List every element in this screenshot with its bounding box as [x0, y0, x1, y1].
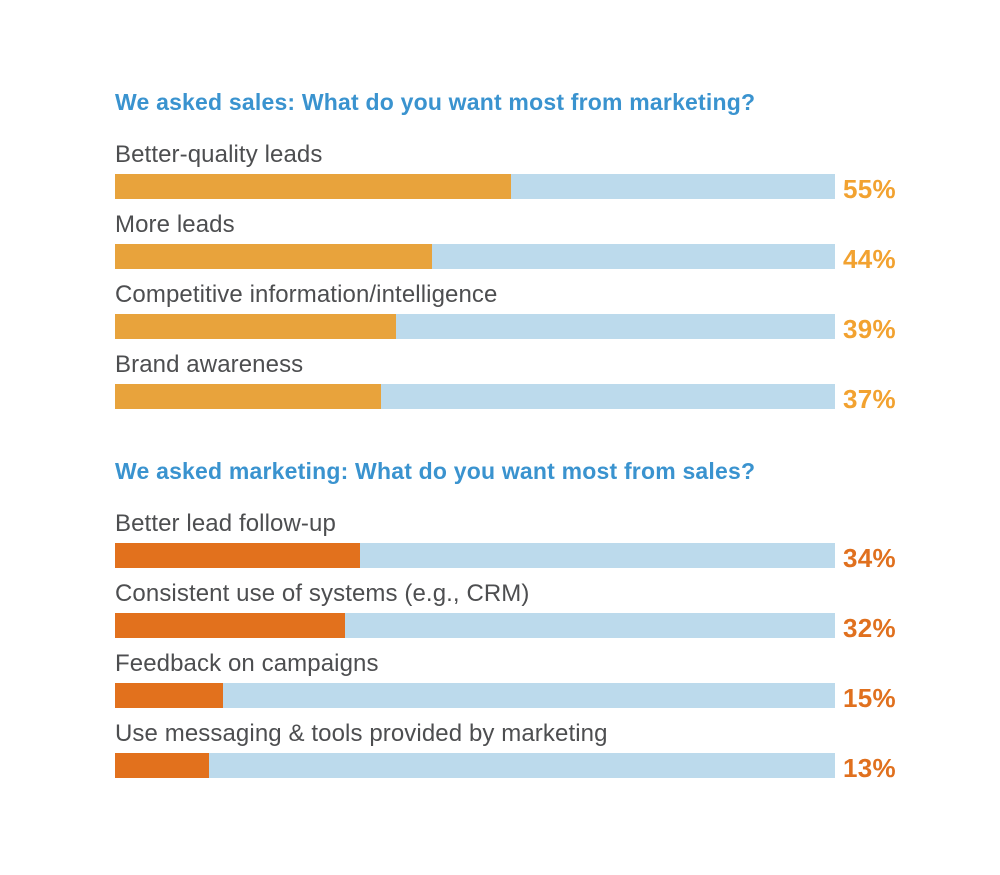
bar-label: Consistent use of systems (e.g., CRM)	[115, 580, 530, 607]
bar-row: Consistent use of systems (e.g., CRM) 32%	[115, 580, 896, 643]
bar-row: Brand awareness 37%	[115, 351, 896, 414]
bar-line: 44%	[115, 244, 896, 274]
bar-fill	[115, 174, 511, 199]
bar-label: Brand awareness	[115, 351, 304, 378]
bar-value-label: 32%	[843, 613, 896, 643]
bar-track	[115, 683, 835, 708]
bar-fill	[115, 384, 382, 409]
bar-track	[115, 244, 835, 269]
bar-fill	[115, 244, 432, 269]
bar-value-label: 37%	[843, 384, 896, 414]
bar-label: Use messaging & tools provided by market…	[115, 720, 608, 747]
bar-row: Feedback on campaigns 15%	[115, 650, 896, 713]
bar-label: Better lead follow-up	[115, 510, 336, 537]
bar-value-label: 44%	[843, 244, 896, 274]
bar-fill	[115, 543, 360, 568]
bar-fill	[115, 314, 396, 339]
marketing-wants-chart: We asked marketing: What do you want mos…	[115, 457, 896, 783]
bar-label: More leads	[115, 211, 235, 238]
bar-row: Competitive information/intelligence 39%	[115, 281, 896, 344]
bar-line: 34%	[115, 543, 896, 573]
marketing-chart-title: We asked marketing: What do you want mos…	[115, 458, 756, 484]
bar-line: 37%	[115, 384, 896, 414]
bar-track	[115, 174, 835, 199]
bar-value-label: 55%	[843, 174, 896, 204]
bar-value-label: 34%	[843, 543, 896, 573]
sales-wants-chart: We asked sales: What do you want most fr…	[115, 88, 896, 414]
bar-fill	[115, 683, 223, 708]
bar-row: Use messaging & tools provided by market…	[115, 720, 896, 783]
bar-track	[115, 384, 835, 409]
bar-value-label: 13%	[843, 753, 896, 783]
bar-row: Better-quality leads 55%	[115, 141, 896, 204]
bar-track	[115, 543, 835, 568]
bar-label: Better-quality leads	[115, 141, 323, 168]
bar-label: Competitive information/intelligence	[115, 281, 498, 308]
bar-fill	[115, 753, 209, 778]
bar-track	[115, 613, 835, 638]
bar-line: 39%	[115, 314, 896, 344]
bar-row: More leads 44%	[115, 211, 896, 274]
bar-fill	[115, 613, 346, 638]
bar-line: 32%	[115, 613, 896, 643]
sales-chart-title: We asked sales: What do you want most fr…	[115, 89, 756, 115]
bar-label: Feedback on campaigns	[115, 650, 379, 677]
bar-row: Better lead follow-up 34%	[115, 510, 896, 573]
bar-line: 55%	[115, 174, 896, 204]
bar-track	[115, 753, 835, 778]
marketing-chart-rows: Better lead follow-up 34% Consistent use o…	[115, 510, 896, 783]
bar-line: 15%	[115, 683, 896, 713]
bar-value-label: 15%	[843, 683, 896, 713]
sales-chart-rows: Better-quality leads 55% More leads 44% Comp…	[115, 141, 896, 414]
bar-track	[115, 314, 835, 339]
bar-line: 13%	[115, 753, 896, 783]
bar-value-label: 39%	[843, 314, 896, 344]
